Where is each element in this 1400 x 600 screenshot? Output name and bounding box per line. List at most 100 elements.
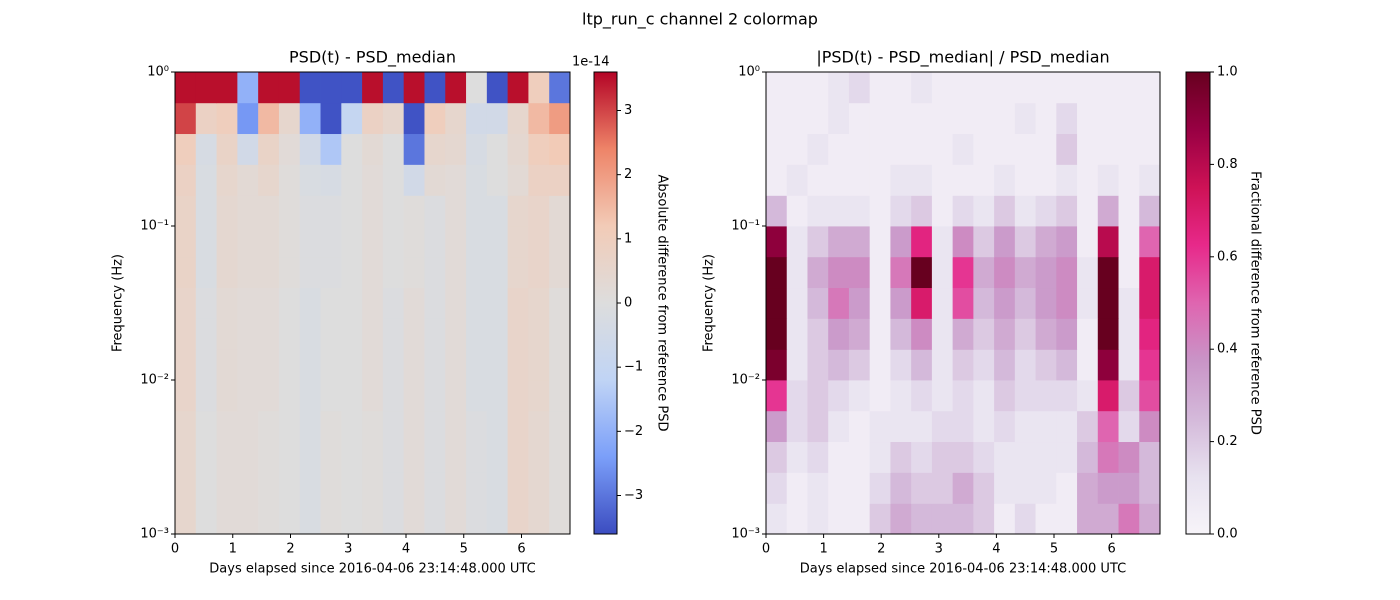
heatmap-cell bbox=[994, 72, 1016, 104]
heatmap-cell bbox=[1035, 441, 1057, 473]
heatmap-cell bbox=[195, 380, 217, 412]
x-tick-label: 5 bbox=[460, 542, 468, 557]
heatmap-cell bbox=[848, 318, 871, 350]
heatmap-cell bbox=[1097, 102, 1119, 135]
heatmap-cell bbox=[549, 503, 571, 535]
heatmap-cell bbox=[766, 503, 788, 535]
heatmap-cell bbox=[1139, 503, 1161, 535]
heatmap-cell bbox=[549, 441, 571, 473]
heatmap-cell bbox=[931, 380, 954, 412]
heatmap-cell bbox=[890, 72, 912, 104]
heatmap-cell bbox=[528, 441, 550, 473]
heatmap-cell bbox=[237, 72, 259, 104]
heatmap-cell bbox=[1118, 349, 1140, 381]
heatmap-cell bbox=[382, 256, 405, 289]
heatmap-cell bbox=[195, 226, 217, 258]
heatmap-cell bbox=[952, 226, 974, 258]
x-tick-label: 3 bbox=[935, 542, 943, 557]
heatmap-cell bbox=[278, 441, 301, 473]
heatmap-cell bbox=[403, 256, 425, 289]
heatmap-cell bbox=[507, 472, 529, 504]
heatmap-cell bbox=[1077, 72, 1099, 104]
heatmap-cell bbox=[1035, 256, 1057, 289]
heatmap-cell bbox=[466, 472, 488, 504]
heatmap-cell bbox=[1077, 349, 1099, 381]
heatmap-cell bbox=[403, 164, 425, 196]
heatmap-cell bbox=[403, 503, 425, 535]
heatmap-cell bbox=[445, 72, 467, 104]
heatmap-cell bbox=[973, 226, 995, 258]
heatmap-cell bbox=[911, 102, 933, 135]
heatmap-cell bbox=[1035, 380, 1057, 412]
heatmap-cell bbox=[869, 102, 891, 135]
heatmap-cell bbox=[237, 164, 259, 196]
heatmap-cell bbox=[1118, 441, 1140, 473]
heatmap-cell bbox=[848, 226, 871, 258]
colorbar-tick-label: 0.6 bbox=[1217, 249, 1238, 264]
heatmap-cell bbox=[952, 256, 974, 289]
heatmap-cell bbox=[766, 380, 788, 412]
heatmap-cell bbox=[828, 164, 850, 196]
heatmap-cell bbox=[890, 472, 912, 504]
heatmap-cell bbox=[507, 503, 529, 535]
heatmap-cell bbox=[320, 318, 342, 350]
heatmap-cell bbox=[445, 318, 467, 350]
heatmap-cell bbox=[952, 72, 974, 104]
heatmap-cell bbox=[258, 195, 280, 227]
heatmap-cell bbox=[828, 380, 850, 412]
heatmap-cell bbox=[195, 256, 217, 289]
heatmap-cell bbox=[466, 349, 488, 381]
heatmap-cell bbox=[1056, 287, 1078, 319]
heatmap-cell bbox=[320, 195, 342, 227]
heatmap-cell bbox=[341, 164, 363, 196]
heatmap-cell bbox=[1035, 472, 1057, 504]
heatmap-cell bbox=[507, 195, 529, 227]
heatmap-cell bbox=[973, 102, 995, 135]
heatmap-cell bbox=[848, 472, 871, 504]
heatmap-cell bbox=[278, 472, 301, 504]
x-tick-label: 4 bbox=[402, 542, 410, 557]
heatmap-cell bbox=[1014, 349, 1036, 381]
heatmap-cell bbox=[175, 226, 197, 258]
heatmap-cell bbox=[952, 133, 974, 165]
heatmap-cell bbox=[362, 256, 384, 289]
y-tick-label: 10⁰ bbox=[738, 65, 760, 80]
heatmap-cell bbox=[828, 256, 850, 289]
heatmap-cell bbox=[1056, 410, 1078, 443]
heatmap-cell bbox=[216, 318, 238, 350]
heatmap-cell bbox=[258, 503, 280, 535]
heatmap-cell bbox=[216, 472, 238, 504]
heatmap-cell bbox=[973, 256, 995, 289]
heatmap-cell bbox=[362, 226, 384, 258]
y-axis-label: Frequency (Hz) bbox=[111, 254, 126, 352]
heatmap-cell bbox=[807, 226, 829, 258]
heatmap-cell bbox=[195, 318, 217, 350]
heatmap-cell bbox=[237, 195, 259, 227]
heatmap-cell bbox=[890, 102, 912, 135]
heatmap-cell bbox=[848, 256, 871, 289]
heatmap-cell bbox=[528, 318, 550, 350]
heatmap-cell bbox=[848, 441, 871, 473]
heatmap-cell bbox=[931, 102, 954, 135]
heatmap-cell bbox=[994, 287, 1016, 319]
heatmap-cell bbox=[1056, 349, 1078, 381]
heatmap-cell bbox=[424, 102, 446, 135]
heatmap-cell bbox=[507, 441, 529, 473]
heatmap-cell bbox=[890, 226, 912, 258]
heatmap-cell bbox=[952, 287, 974, 319]
heatmap-cell bbox=[362, 133, 384, 165]
heatmap-cell bbox=[911, 72, 933, 104]
heatmap-cell bbox=[786, 380, 808, 412]
heatmap-cell bbox=[362, 410, 384, 443]
heatmap-cell bbox=[1077, 256, 1099, 289]
heatmap-cell bbox=[994, 226, 1016, 258]
heatmap-cell bbox=[973, 472, 995, 504]
heatmap-cell bbox=[424, 318, 446, 350]
colorbar-tick-label: 2 bbox=[624, 167, 632, 182]
heatmap-cell bbox=[320, 503, 342, 535]
heatmap-cell bbox=[175, 72, 197, 104]
heatmap-cell bbox=[528, 102, 550, 135]
heatmap-cell bbox=[403, 102, 425, 135]
heatmap-cell bbox=[848, 349, 871, 381]
heatmap-cell bbox=[766, 72, 788, 104]
